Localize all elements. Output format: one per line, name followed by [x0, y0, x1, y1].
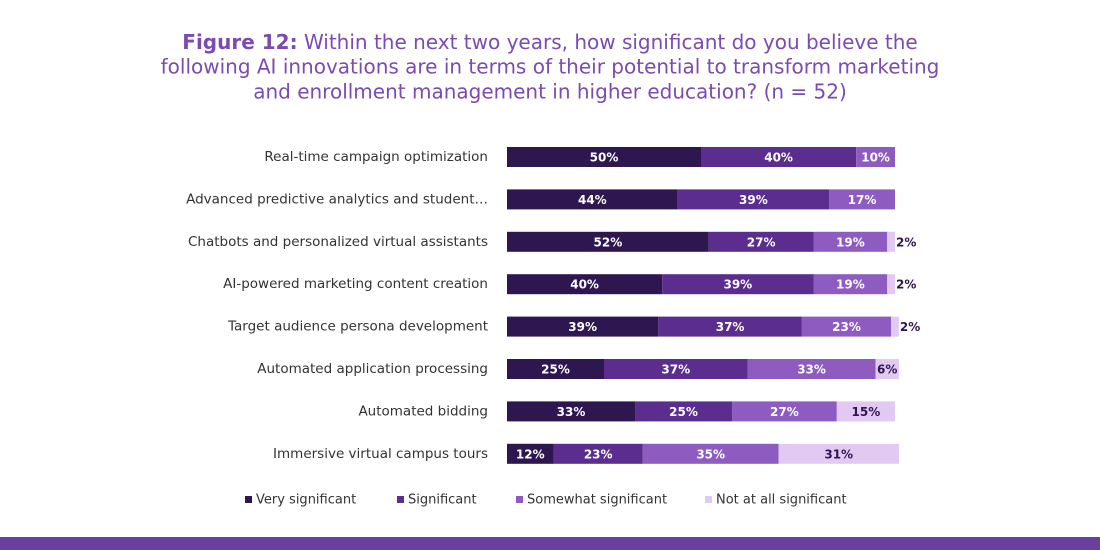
bar-segment — [658, 316, 802, 337]
category-label: Advanced predictive analytics and studen… — [186, 191, 488, 207]
value-label: 40% — [764, 151, 793, 165]
title-line: Within the next two years, how significa… — [304, 30, 918, 54]
bar-segment — [875, 359, 899, 379]
bar-segment — [856, 147, 895, 167]
bar-segment — [507, 231, 709, 252]
value-label: 23% — [584, 447, 613, 461]
bar-segment — [507, 401, 636, 422]
value-label: 37% — [661, 363, 690, 377]
bar-segment — [732, 401, 837, 422]
bar-segment — [836, 401, 895, 422]
legend-label: Somewhat significant — [527, 493, 667, 508]
category-label: Chatbots and personalized virtual assist… — [188, 234, 488, 250]
bar-segment — [801, 316, 892, 337]
value-label: 10% — [861, 151, 890, 165]
bar-segment — [553, 443, 643, 464]
bar-segment — [507, 147, 701, 167]
bar-segment — [778, 443, 899, 464]
bar-segment — [829, 189, 895, 210]
bar-segment — [507, 359, 604, 379]
bar-segment — [507, 274, 663, 295]
legend-swatch — [397, 496, 404, 503]
value-label: 17% — [848, 193, 877, 207]
value-label: 2% — [900, 320, 920, 334]
chart-title: Figure 12: Within the next two years, ho… — [182, 30, 917, 54]
category-label: Immersive virtual campus tours — [273, 446, 488, 462]
value-label: 27% — [770, 405, 799, 419]
value-label: 50% — [590, 151, 619, 165]
bar-segment — [708, 231, 814, 252]
value-label: 37% — [716, 320, 745, 334]
footer-band — [0, 537, 1100, 550]
value-label: 19% — [836, 235, 865, 249]
value-label: 39% — [723, 278, 752, 292]
value-label: 19% — [836, 278, 865, 292]
value-label: 6% — [877, 363, 897, 377]
legend-label: Very significant — [256, 493, 356, 508]
category-label: Target audience persona development — [227, 319, 488, 335]
legend-label: Significant — [408, 493, 477, 508]
title-line: and enrollment management in higher educ… — [253, 80, 847, 104]
bar-segment — [507, 316, 659, 337]
value-label: 15% — [852, 405, 881, 419]
value-label: 25% — [669, 405, 698, 419]
value-label: 33% — [797, 363, 826, 377]
value-label: 27% — [747, 235, 776, 249]
value-label: 33% — [557, 405, 586, 419]
category-label: Real-time campaign optimization — [264, 149, 488, 165]
value-label: 2% — [896, 235, 916, 249]
value-label: 12% — [516, 447, 545, 461]
title-line: following AI innovations are in terms of… — [161, 55, 940, 79]
value-label: 52% — [594, 235, 623, 249]
legend-label: Not at all significant — [716, 493, 847, 508]
bar-segment — [813, 274, 888, 295]
category-label: Automated bidding — [358, 403, 488, 419]
bar-segment — [701, 147, 857, 167]
bar-segment — [887, 231, 895, 252]
legend-swatch — [245, 496, 252, 503]
value-label: 23% — [832, 320, 861, 334]
bar-segment — [604, 359, 748, 379]
bar-segment — [662, 274, 814, 295]
bar-segment — [507, 189, 678, 210]
category-label: Automated application processing — [257, 361, 488, 377]
value-label: 40% — [570, 278, 599, 292]
value-label: 2% — [896, 278, 916, 292]
bar-segment — [747, 359, 876, 379]
value-label: 35% — [696, 447, 725, 461]
bar-segment — [507, 443, 554, 464]
value-label: 39% — [568, 320, 597, 334]
legend-swatch — [516, 496, 523, 503]
bar-segment — [887, 274, 895, 295]
legend-swatch — [705, 496, 712, 503]
bar-segment — [642, 443, 779, 464]
value-label: 44% — [578, 193, 607, 207]
value-label: 39% — [739, 193, 768, 207]
bar-segment — [891, 316, 899, 337]
value-label: 31% — [824, 447, 853, 461]
value-label: 25% — [541, 363, 570, 377]
bar-segment — [635, 401, 733, 422]
bar-segment — [813, 231, 888, 252]
figure-label: Figure 12: — [182, 30, 297, 54]
category-label: AI-powered marketing content creation — [223, 276, 488, 292]
bar-segment — [677, 189, 830, 210]
